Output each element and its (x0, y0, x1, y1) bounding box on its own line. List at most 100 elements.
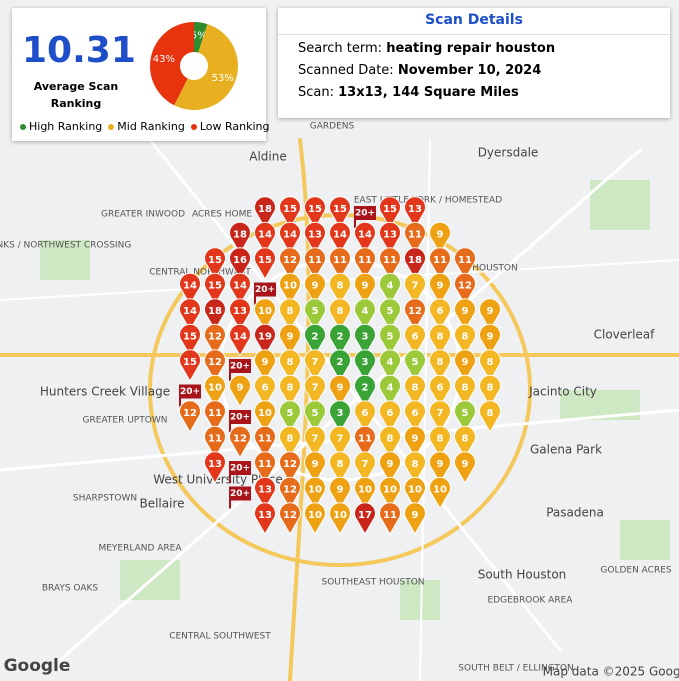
pin (304, 298, 326, 332)
pin (204, 425, 226, 459)
legend: High Ranking Mid Ranking Low Ranking (18, 120, 273, 133)
detail-value: heating repair houston (386, 41, 556, 56)
pin-label: 11 (208, 408, 222, 419)
pin (229, 272, 251, 306)
map-label: Galena Park (530, 443, 602, 457)
pin (254, 323, 276, 357)
pin-label: 3 (362, 332, 369, 343)
detail-value: 13x13, 144 Square Miles (338, 85, 519, 100)
pin (279, 451, 301, 485)
pin-label: 10 (283, 281, 297, 292)
pin (254, 221, 276, 255)
pin-label: 15 (183, 332, 197, 343)
pin (254, 451, 276, 485)
pin (379, 349, 401, 383)
pin (354, 247, 376, 281)
legend-dot (190, 124, 197, 130)
pin (304, 349, 326, 383)
pin (379, 247, 401, 281)
pin (304, 196, 326, 230)
pin-label: 11 (258, 459, 272, 470)
pin (479, 349, 501, 383)
pin (304, 247, 326, 281)
pin (404, 323, 426, 357)
pin-label: 12 (208, 332, 222, 343)
pin-label: 16 (233, 255, 247, 266)
pin-label: 20+ (230, 362, 250, 372)
map-label: Jacinto City (528, 385, 597, 399)
pin-label: 8 (412, 459, 419, 470)
pin (454, 451, 476, 485)
pin-label: 14 (333, 230, 347, 241)
pin-label: 6 (437, 383, 444, 394)
pin (404, 221, 426, 255)
pin-label: 4 (387, 383, 394, 394)
pin (404, 400, 426, 434)
pin-label: 10 (358, 485, 372, 496)
pin-label: 15 (258, 255, 272, 266)
pin (229, 298, 251, 332)
pin (304, 272, 326, 306)
pin-label: 9 (487, 332, 494, 343)
pin-label: 6 (437, 306, 444, 317)
pie-slice (194, 22, 208, 53)
pin (429, 400, 451, 434)
map-label: Hunters Creek Village (40, 385, 170, 399)
pie-label: 43% (153, 54, 175, 65)
detail-value: November 10, 2024 (397, 63, 542, 78)
pin-label: 7 (312, 434, 319, 445)
pin-label: 3 (362, 357, 369, 368)
pin-label: 10 (433, 485, 447, 496)
pin (279, 349, 301, 383)
pin (354, 221, 376, 255)
pin (404, 374, 426, 408)
pin-label: 9 (387, 459, 394, 470)
pin-label: 7 (337, 434, 344, 445)
map-label: SOUTHEAST HOUSTON (321, 578, 424, 588)
pin-label: 8 (337, 459, 344, 470)
pin (279, 425, 301, 459)
map-label: Map data ©2025 Google (543, 665, 679, 679)
map-label: GARDENS (310, 122, 355, 132)
pin-label: 19 (258, 332, 272, 343)
pin-label: 14 (358, 230, 372, 241)
pie-slice (174, 24, 238, 111)
pin (254, 502, 276, 536)
pin (429, 451, 451, 485)
pin-label: 8 (387, 434, 394, 445)
ranking-pie: 5% 53% 43% (150, 22, 238, 111)
pin (279, 502, 301, 536)
pin-label: 8 (287, 357, 294, 368)
pin-label: 9 (462, 459, 469, 470)
pin-label: 5 (312, 408, 319, 419)
pin-label: 5 (387, 306, 394, 317)
pin-label: 11 (383, 255, 397, 266)
pin-label: 12 (458, 281, 472, 292)
pin (429, 425, 451, 459)
pin (454, 323, 476, 357)
pin (329, 451, 351, 485)
pin (354, 425, 376, 459)
pin-label: 11 (308, 255, 322, 266)
detail-label: Search term: (298, 41, 383, 56)
pin-label: 20+ (230, 464, 250, 474)
pin-label: 5 (462, 408, 469, 419)
detail-row: Scan: 13x13, 144 Square Miles (298, 85, 670, 101)
pin-label: 10 (258, 306, 272, 317)
pin (329, 298, 351, 332)
pin-label: 2 (337, 357, 344, 368)
pin-flag (179, 384, 201, 399)
pin (204, 451, 226, 485)
pin (279, 323, 301, 357)
pin-flag (254, 282, 276, 297)
pin (229, 425, 251, 459)
pin-label: 8 (287, 306, 294, 317)
pin (329, 425, 351, 459)
pin (204, 374, 226, 408)
pin-flag (354, 206, 376, 220)
map-label: Bellaire (139, 497, 184, 511)
pin (279, 196, 301, 230)
pin (454, 425, 476, 459)
pin (404, 247, 426, 281)
pin-label: 11 (333, 255, 347, 266)
